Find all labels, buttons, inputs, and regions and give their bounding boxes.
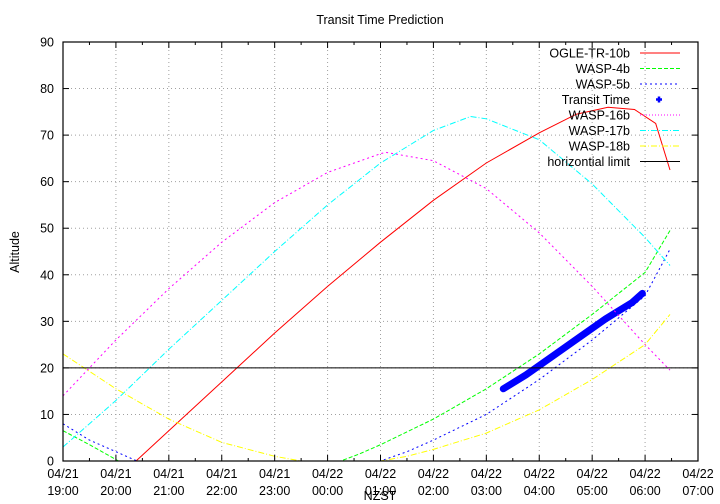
x-tick-label-date: 04/22 xyxy=(418,467,449,481)
x-tick-label-time: 05:00 xyxy=(577,484,608,498)
legend-label: horizontial limit xyxy=(547,155,630,169)
series-wasp-5b xyxy=(62,248,671,462)
y-tick-label: 10 xyxy=(40,408,54,422)
series-wasp-16b xyxy=(62,151,671,397)
x-tick-label-time: 04:00 xyxy=(524,484,555,498)
legend-label: WASP-18b xyxy=(569,140,630,154)
y-axis-label: Altitude xyxy=(8,231,22,273)
y-tick-label: 80 xyxy=(40,82,54,96)
x-tick-label-date: 04/21 xyxy=(47,467,78,481)
y-tick-label: 40 xyxy=(40,268,54,282)
legend-label: WASP-17b xyxy=(569,124,630,138)
x-tick-label-date: 04/22 xyxy=(365,467,396,481)
x-tick-label-time: 21:00 xyxy=(153,484,184,498)
x-tick-label-time: 19:00 xyxy=(47,484,78,498)
y-tick-label: 90 xyxy=(40,36,54,50)
legend-label: OGLE-TR-10b xyxy=(549,47,630,61)
y-tick-label: 30 xyxy=(40,315,54,329)
x-tick-label-time: 23:00 xyxy=(259,484,290,498)
y-tick-label: 70 xyxy=(40,129,54,143)
legend-label: WASP-16b xyxy=(569,109,630,123)
x-tick-label-date: 04/22 xyxy=(471,467,502,481)
series-wasp-4b xyxy=(62,230,671,462)
x-tick-label-time: 02:00 xyxy=(418,484,449,498)
series-wasp-17b xyxy=(62,115,671,448)
x-tick-label-time: 06:00 xyxy=(629,484,660,498)
x-tick-label-date: 04/22 xyxy=(524,467,555,481)
x-axis-label: NZST xyxy=(364,489,397,503)
plot-series xyxy=(62,106,698,462)
x-tick-label-date: 04/22 xyxy=(682,467,713,481)
legend-point-icon xyxy=(656,96,662,103)
y-tick-label: 50 xyxy=(40,222,54,236)
legend-label: WASP-4b xyxy=(576,62,630,76)
series-wasp-18b xyxy=(62,314,671,462)
x-tick-label-time: 20:00 xyxy=(100,484,131,498)
x-axis-ticks: 04/21 19:00 04/21 20:00 04/21 21:00 04/21 22:00… xyxy=(47,42,714,498)
series-ogle-tr-10b xyxy=(135,106,671,462)
x-tick-label-date: 04/21 xyxy=(259,467,290,481)
x-tick-label-date: 04/21 xyxy=(153,467,184,481)
x-tick-label-date: 04/22 xyxy=(312,467,343,481)
chart-title: Transit Time Prediction xyxy=(316,13,443,27)
y-tick-label: 60 xyxy=(40,175,54,189)
y-axis-ticks: 0 10 20 30 40 50 60 70 80 90 xyxy=(40,36,698,469)
legend-label: WASP-5b xyxy=(576,78,630,92)
x-tick-label-time: 03:00 xyxy=(471,484,502,498)
series-transit-time xyxy=(499,289,646,393)
x-tick-label-time: 00:00 xyxy=(312,484,343,498)
y-tick-label: 20 xyxy=(40,361,54,375)
legend-label: Transit Time xyxy=(562,93,630,107)
x-tick-label-time: 07:00 xyxy=(682,484,713,498)
y-tick-label: 0 xyxy=(47,455,54,469)
x-tick-label-date: 04/22 xyxy=(577,467,608,481)
x-tick-label-date: 04/21 xyxy=(100,467,131,481)
x-tick-label-time: 01:00 xyxy=(365,484,396,498)
x-tick-label-time: 22:00 xyxy=(206,484,237,498)
x-tick-label-date: 04/22 xyxy=(629,467,660,481)
x-tick-label-date: 04/21 xyxy=(206,467,237,481)
